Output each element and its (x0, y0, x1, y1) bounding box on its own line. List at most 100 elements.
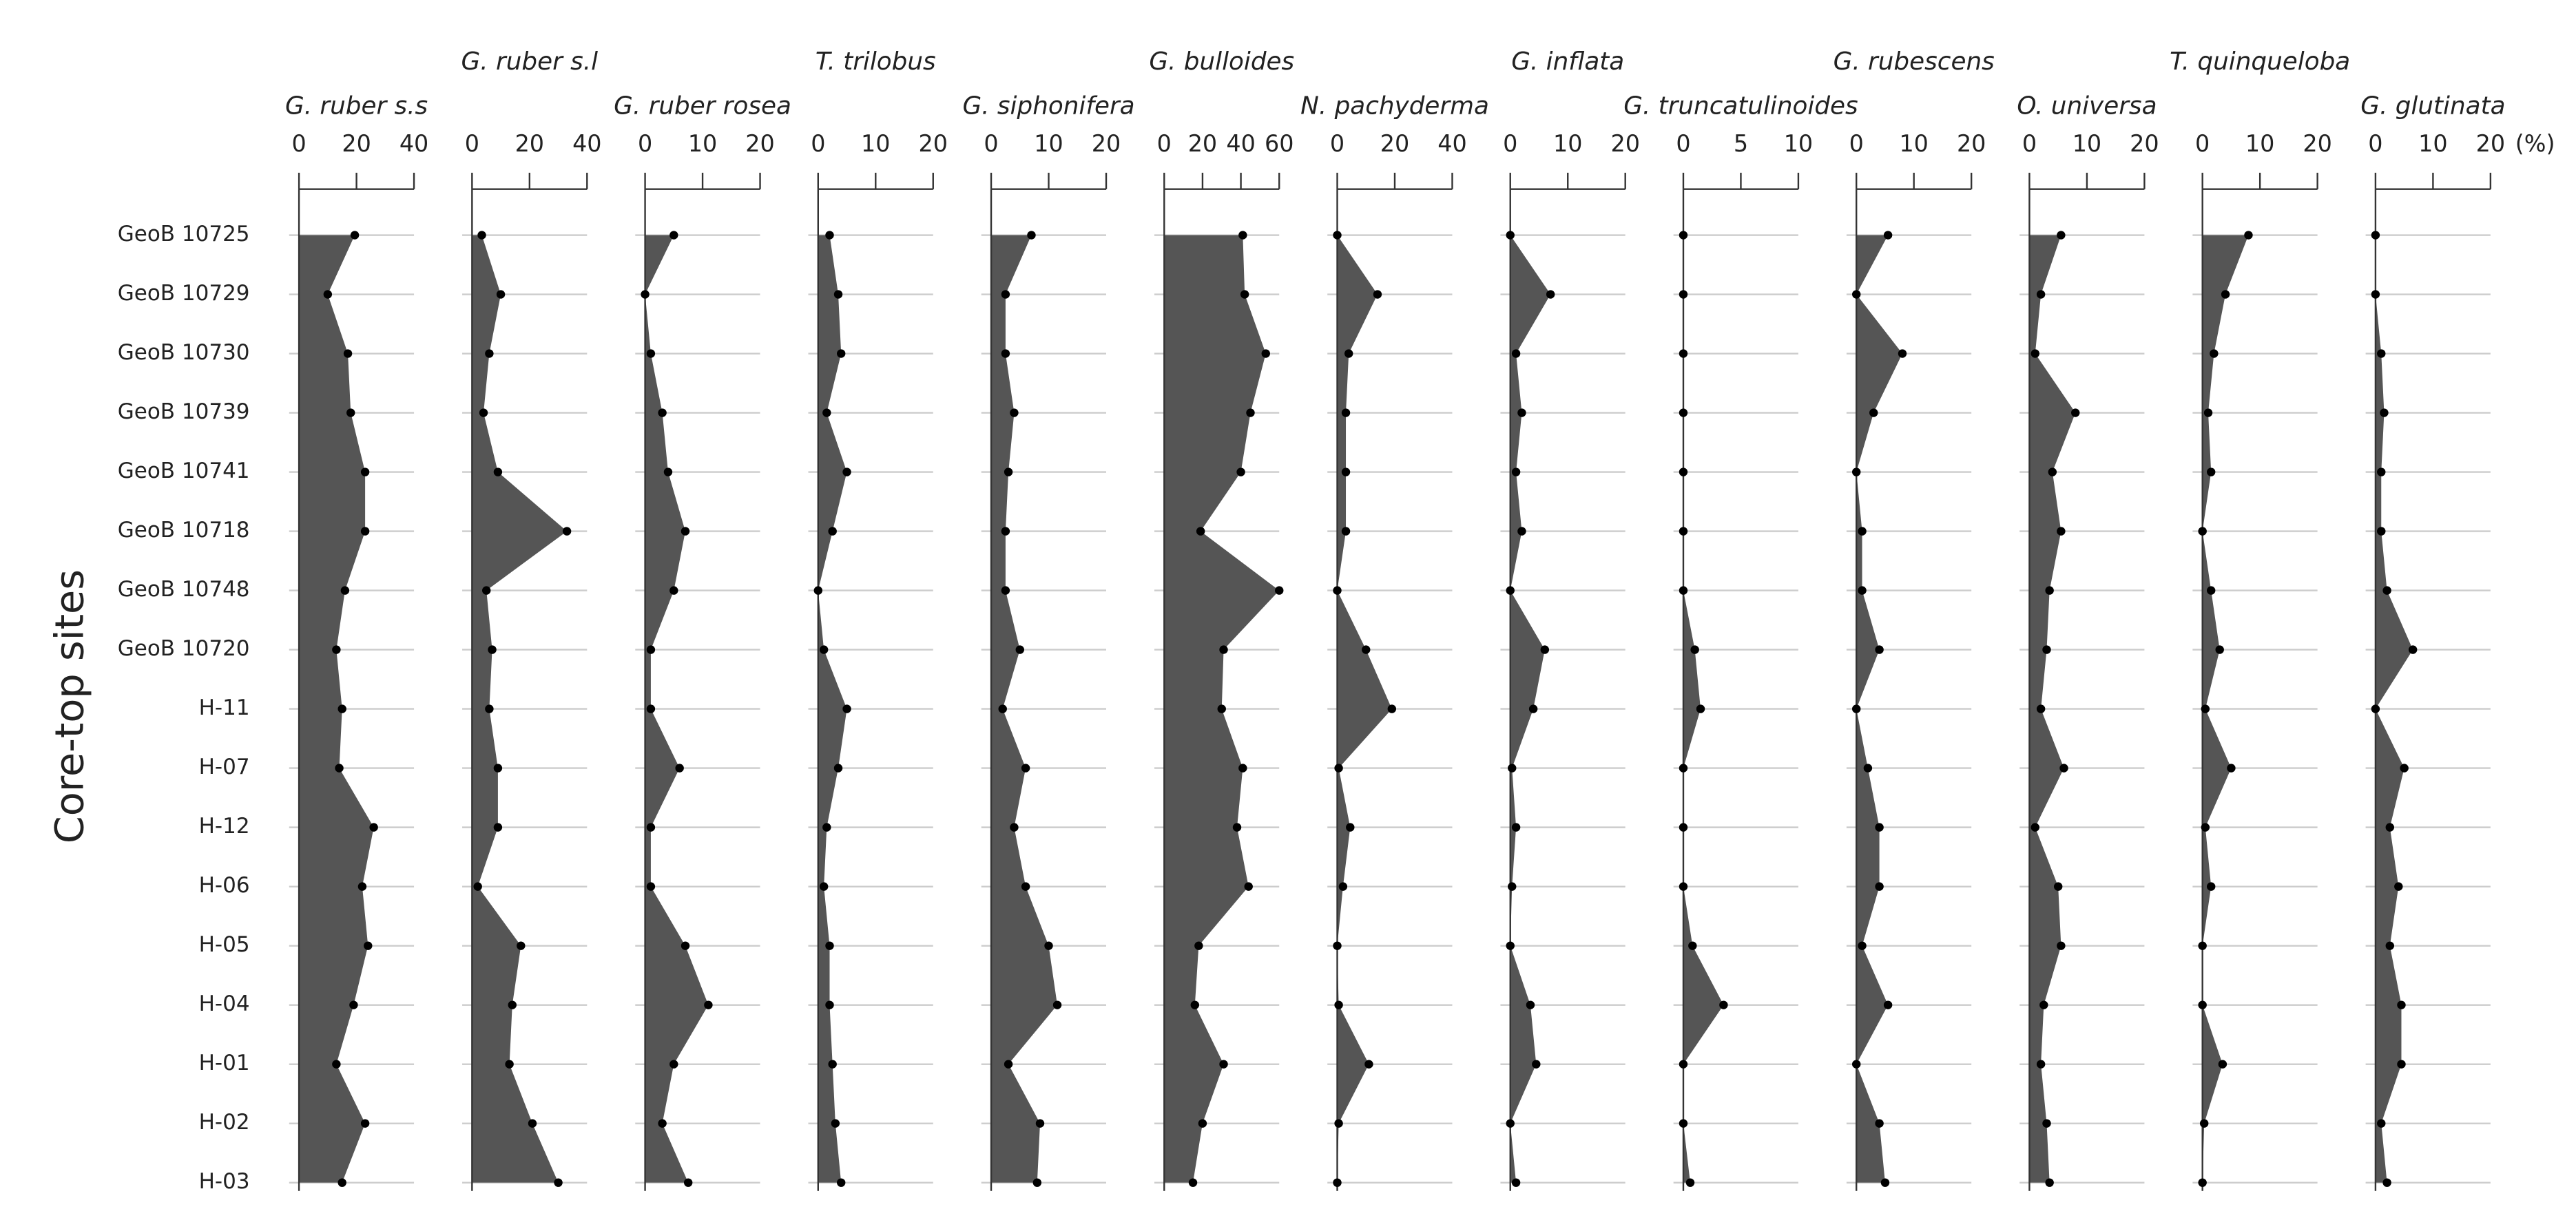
data-point (1532, 1060, 1541, 1069)
data-point (1863, 764, 1873, 773)
data-point (1027, 231, 1036, 240)
data-point (1546, 290, 1555, 299)
x-tick-label: 40 (1226, 130, 1255, 157)
area (818, 235, 847, 1183)
data-point (2206, 882, 2216, 891)
data-point (825, 941, 834, 950)
data-point (1898, 349, 1907, 358)
data-point (641, 290, 650, 299)
data-point (369, 823, 378, 832)
data-point (1526, 1000, 1535, 1009)
data-point (2057, 231, 2066, 240)
data-point (485, 704, 494, 713)
data-point (1198, 1119, 1207, 1128)
data-point (2042, 645, 2051, 654)
data-point (1685, 1178, 1695, 1187)
x-tick-label: 10 (2073, 130, 2101, 157)
panel-title: N. pachyderma (1300, 92, 1489, 120)
data-point (1219, 645, 1228, 654)
data-point (1511, 1178, 1521, 1187)
data-point (1261, 349, 1270, 358)
data-point (1338, 882, 1348, 891)
x-tick-label: 20 (1610, 130, 1639, 157)
data-point (1238, 231, 1247, 240)
data-point (1858, 941, 1867, 950)
data-point (819, 882, 829, 891)
data-point (1244, 882, 1253, 891)
data-point (2377, 468, 2386, 476)
data-point (2400, 764, 2409, 773)
data-point (828, 527, 837, 536)
panel-title: G. siphonifera (962, 92, 1134, 120)
data-point (2215, 645, 2224, 654)
site-label: GeoB 10718 (118, 518, 250, 543)
data-point (681, 527, 690, 536)
x-tick-label: 0 (2368, 130, 2382, 157)
data-point (1679, 1119, 1688, 1128)
site-label: H-11 (199, 695, 250, 720)
data-point (562, 527, 572, 536)
data-point (2227, 764, 2236, 773)
data-point (2039, 1000, 2048, 1009)
area (645, 235, 709, 1183)
data-point (1679, 764, 1688, 773)
data-point (2203, 408, 2213, 417)
data-point (1236, 468, 1245, 476)
data-point (496, 290, 506, 299)
x-tick-label: 0 (1157, 130, 1172, 157)
x-tick-label: 0 (291, 130, 306, 157)
data-point (836, 1178, 846, 1187)
data-point (669, 586, 678, 595)
data-point (1334, 1000, 1343, 1009)
data-point (2371, 231, 2380, 240)
area (1856, 235, 1902, 1183)
data-point (2030, 823, 2039, 832)
data-point (2397, 1060, 2406, 1069)
data-point (2036, 704, 2046, 713)
data-point (1852, 290, 1861, 299)
data-point (704, 1000, 713, 1009)
site-label: GeoB 10725 (118, 222, 250, 246)
data-point (2045, 1178, 2054, 1187)
site-label: H-02 (199, 1110, 250, 1135)
data-point (1035, 1119, 1045, 1128)
panel-title: G. truncatulinoides (1623, 92, 1858, 120)
data-point (1679, 349, 1688, 358)
data-point (683, 1178, 693, 1187)
data-point (1679, 882, 1688, 891)
data-point (493, 468, 503, 476)
data-point (2380, 408, 2389, 417)
area (2029, 235, 2076, 1183)
data-point (2036, 1060, 2046, 1069)
x-tick-label: 0 (2195, 130, 2210, 157)
x-tick-label: 10 (1784, 130, 1813, 157)
data-point (646, 349, 656, 358)
x-tick-label: 0 (1503, 130, 1517, 157)
data-point (2382, 1178, 2391, 1187)
x-tick-label: 0 (465, 130, 479, 157)
data-point (360, 527, 370, 536)
data-point (1875, 882, 1884, 891)
data-point (2244, 231, 2253, 240)
data-point (1219, 1060, 1228, 1069)
x-tick-label: 40 (572, 130, 601, 157)
data-point (1346, 823, 1355, 832)
panel-title: G. inflata (1511, 48, 1624, 76)
x-tick-label: 20 (745, 130, 774, 157)
site-label: H-12 (199, 814, 250, 839)
data-point (2057, 527, 2066, 536)
data-point (1010, 408, 1019, 417)
data-point (1883, 1000, 1893, 1009)
data-point (1679, 408, 1688, 417)
data-point (517, 941, 526, 950)
data-point (2394, 882, 2403, 891)
data-point (1021, 882, 1030, 891)
data-point (2210, 349, 2219, 358)
data-point (1044, 941, 1053, 950)
x-tick-label: 60 (1265, 130, 1294, 157)
data-point (1528, 704, 1538, 713)
site-label: GeoB 10739 (118, 399, 250, 424)
data-point (1506, 231, 1515, 240)
data-point (505, 1060, 514, 1069)
site-label: H-03 (199, 1169, 250, 1194)
